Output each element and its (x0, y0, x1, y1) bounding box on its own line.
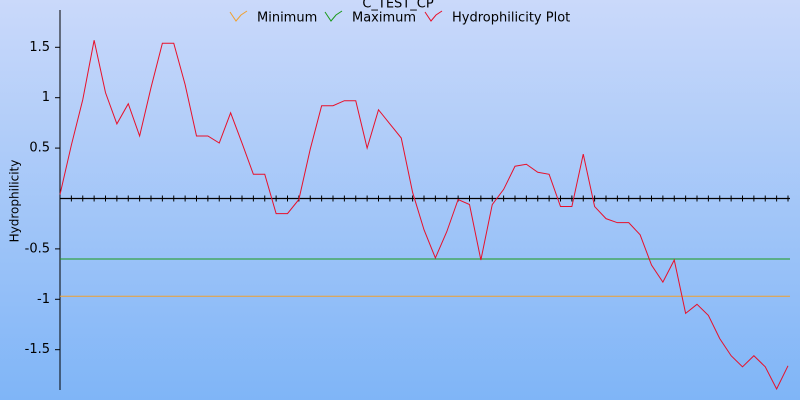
y-axis-label: Hydrophilicity (8, 160, 22, 243)
legend-icon (324, 10, 343, 22)
chart-title: C_TEST_CP (362, 0, 434, 12)
y-tick-label: 1.5 (29, 40, 50, 55)
legend-label: Hydrophilicity Plot (452, 11, 570, 26)
y-tick-label: -1.5 (25, 342, 50, 357)
y-tick-label: 0.5 (29, 141, 50, 156)
legend-icon (229, 10, 248, 22)
legend-icon (424, 10, 443, 22)
y-tick-label: 1 (42, 90, 50, 105)
data-line (59, 40, 789, 391)
y-tick-label: -1 (37, 292, 50, 307)
y-tick-label: -0.5 (25, 241, 50, 256)
legend-label: Maximum (352, 11, 416, 26)
legend-label: Minimum (257, 11, 317, 26)
